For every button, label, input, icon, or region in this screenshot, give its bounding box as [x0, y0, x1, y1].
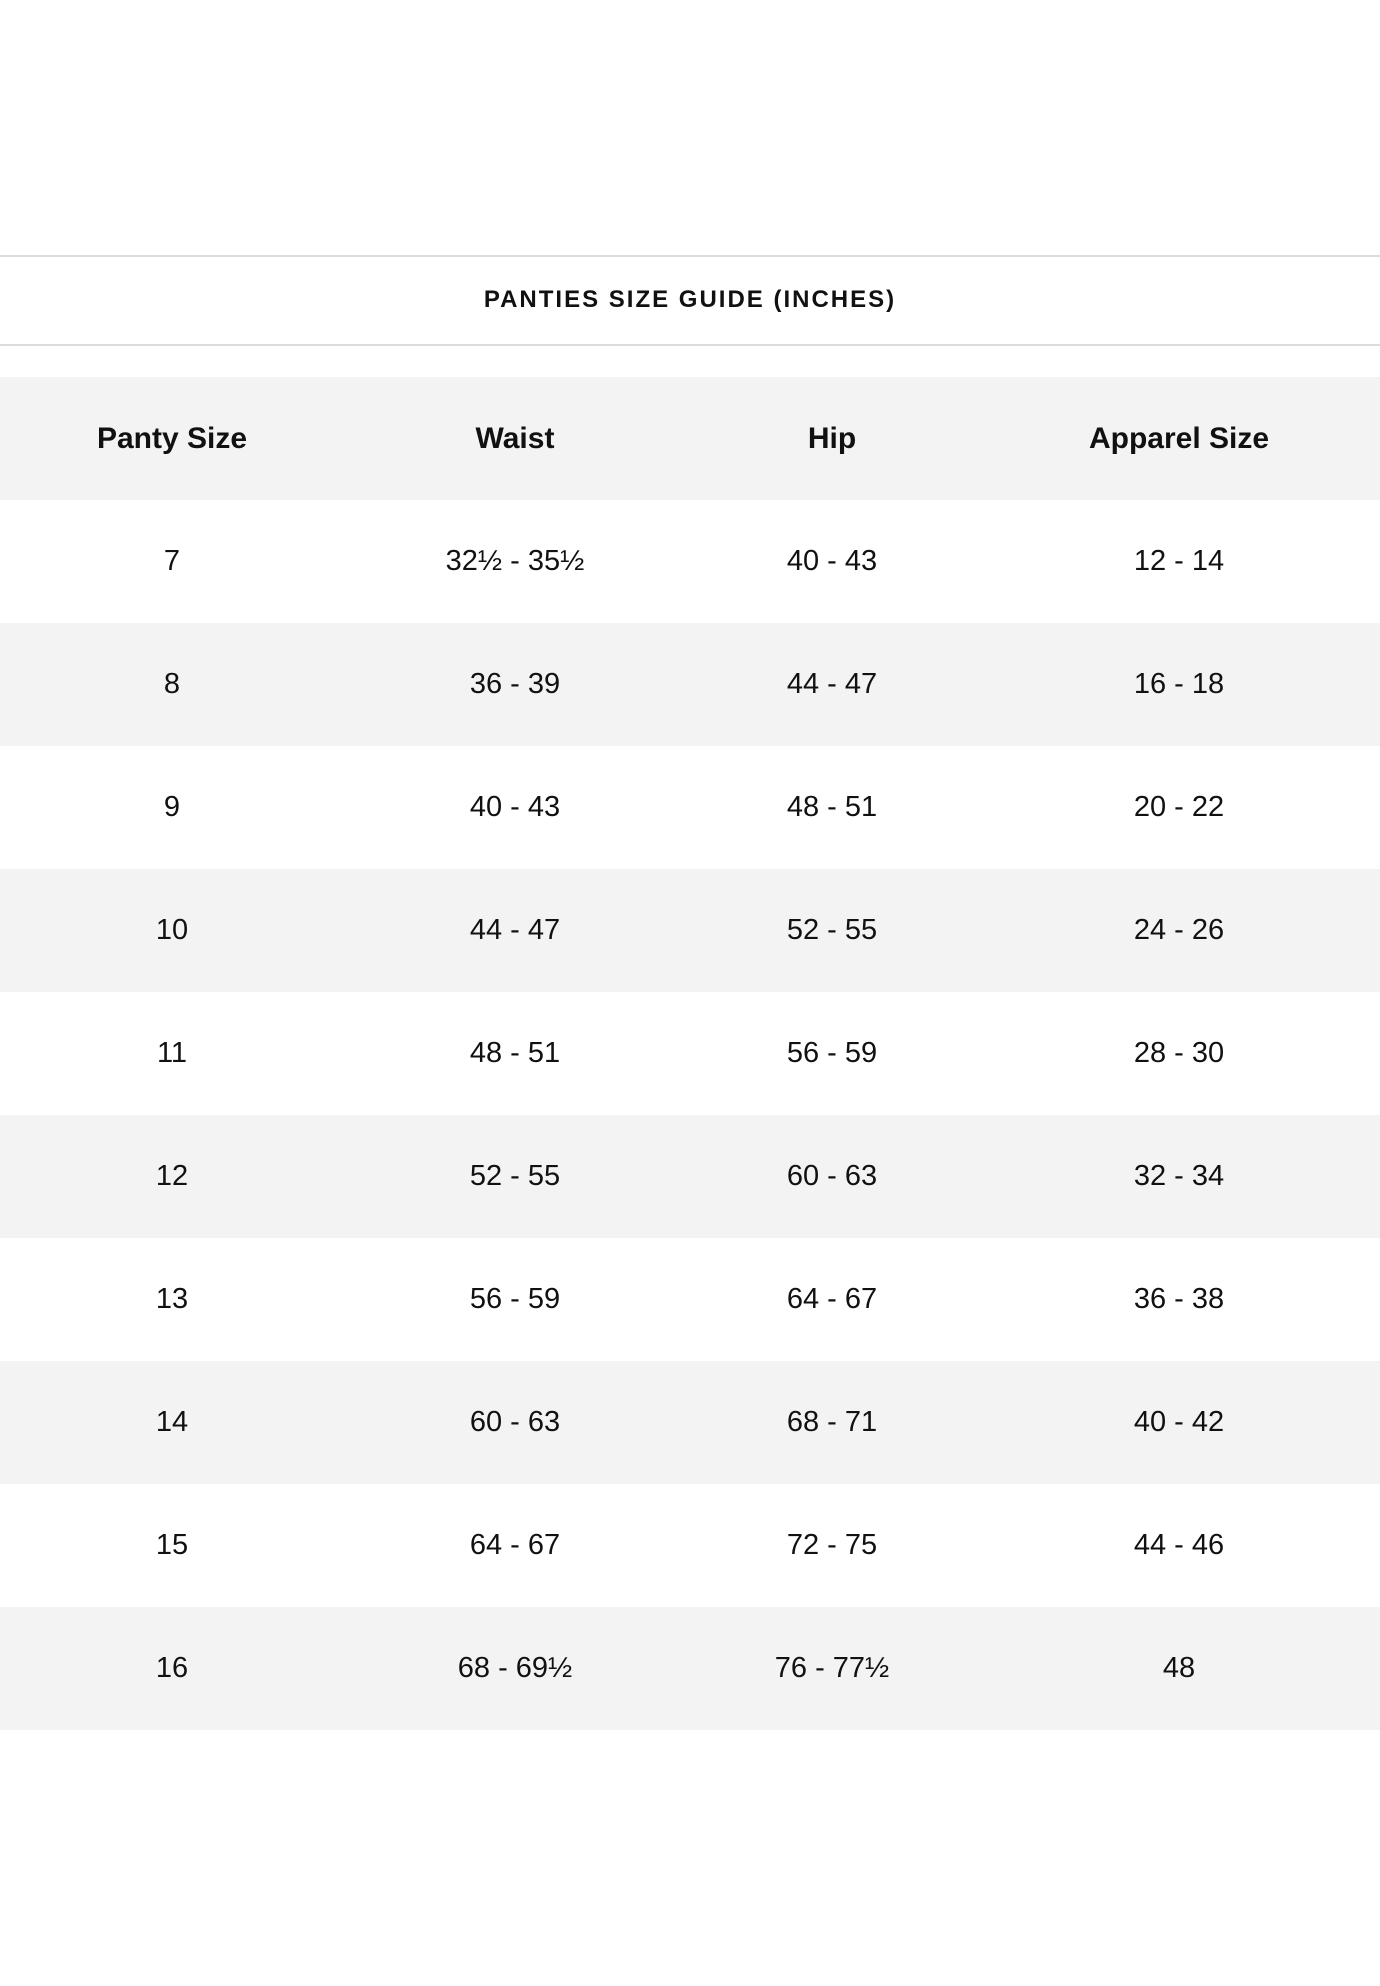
title-top-divider: [0, 255, 1380, 257]
cell-hip: 60 - 63: [786, 1160, 878, 1192]
cell-waist: 40 - 43: [469, 791, 561, 823]
cell-waist: 60 - 63: [469, 1406, 561, 1438]
header-apparel-size: Apparel Size: [1088, 421, 1270, 455]
cell-panty-size: 9: [163, 791, 181, 823]
header-hip: Hip: [807, 421, 857, 455]
header-waist: Waist: [475, 421, 555, 455]
cell-apparel-size: 40 - 42: [1133, 1406, 1225, 1438]
cell-apparel-size: 44 - 46: [1133, 1529, 1225, 1561]
page-title: PANTIES SIZE GUIDE (INCHES): [483, 286, 897, 313]
cell-waist: 32½ - 35½: [445, 545, 585, 577]
cell-waist: 52 - 55: [469, 1160, 561, 1192]
cell-hip: 68 - 71: [786, 1406, 878, 1438]
cell-hip: 48 - 51: [786, 791, 878, 823]
cell-panty-size: 8: [163, 668, 181, 700]
cell-panty-size: 15: [155, 1529, 189, 1561]
cell-waist: 68 - 69½: [457, 1652, 573, 1684]
table-row: 15 64 - 67 72 - 75 44 - 46: [0, 1484, 1380, 1607]
cell-panty-size: 12: [155, 1160, 189, 1192]
header-panty-size: Panty Size: [96, 421, 248, 455]
cell-panty-size: 16: [155, 1652, 189, 1684]
table-row: 10 44 - 47 52 - 55 24 - 26: [0, 869, 1380, 992]
table-row: 14 60 - 63 68 - 71 40 - 42: [0, 1361, 1380, 1484]
cell-hip: 76 - 77½: [774, 1652, 890, 1684]
cell-panty-size: 13: [155, 1283, 189, 1315]
cell-hip: 44 - 47: [786, 668, 878, 700]
table-header-row: Panty Size Waist Hip Apparel Size: [0, 377, 1380, 500]
table-row: 7 32½ - 35½ 40 - 43 12 - 14: [0, 500, 1380, 623]
table-row: 16 68 - 69½ 76 - 77½ 48: [0, 1607, 1380, 1730]
table-row: 9 40 - 43 48 - 51 20 - 22: [0, 746, 1380, 869]
cell-apparel-size: 48: [1162, 1652, 1196, 1684]
cell-waist: 48 - 51: [469, 1037, 561, 1069]
cell-panty-size: 11: [156, 1037, 188, 1069]
cell-hip: 40 - 43: [786, 545, 878, 577]
cell-waist: 44 - 47: [469, 914, 561, 946]
table-row: 8 36 - 39 44 - 47 16 - 18: [0, 623, 1380, 746]
cell-apparel-size: 12 - 14: [1133, 545, 1225, 577]
cell-apparel-size: 36 - 38: [1133, 1283, 1225, 1315]
cell-hip: 72 - 75: [786, 1529, 878, 1561]
cell-waist: 64 - 67: [469, 1529, 561, 1561]
cell-hip: 56 - 59: [786, 1037, 878, 1069]
table-row: 11 48 - 51 56 - 59 28 - 30: [0, 992, 1380, 1115]
cell-waist: 36 - 39: [469, 668, 561, 700]
cell-apparel-size: 20 - 22: [1133, 791, 1225, 823]
cell-apparel-size: 32 - 34: [1133, 1160, 1225, 1192]
cell-hip: 64 - 67: [786, 1283, 878, 1315]
cell-panty-size: 10: [155, 914, 189, 946]
cell-panty-size: 7: [163, 545, 181, 577]
cell-apparel-size: 16 - 18: [1133, 668, 1225, 700]
table-row: 13 56 - 59 64 - 67 36 - 38: [0, 1238, 1380, 1361]
cell-hip: 52 - 55: [786, 914, 878, 946]
size-guide-table: Panty Size Waist Hip Apparel Size 7 32½ -…: [0, 377, 1380, 1730]
cell-apparel-size: 28 - 30: [1133, 1037, 1225, 1069]
table-row: 12 52 - 55 60 - 63 32 - 34: [0, 1115, 1380, 1238]
cell-panty-size: 14: [155, 1406, 189, 1438]
title-bottom-divider: [0, 344, 1380, 346]
cell-waist: 56 - 59: [469, 1283, 561, 1315]
cell-apparel-size: 24 - 26: [1133, 914, 1225, 946]
